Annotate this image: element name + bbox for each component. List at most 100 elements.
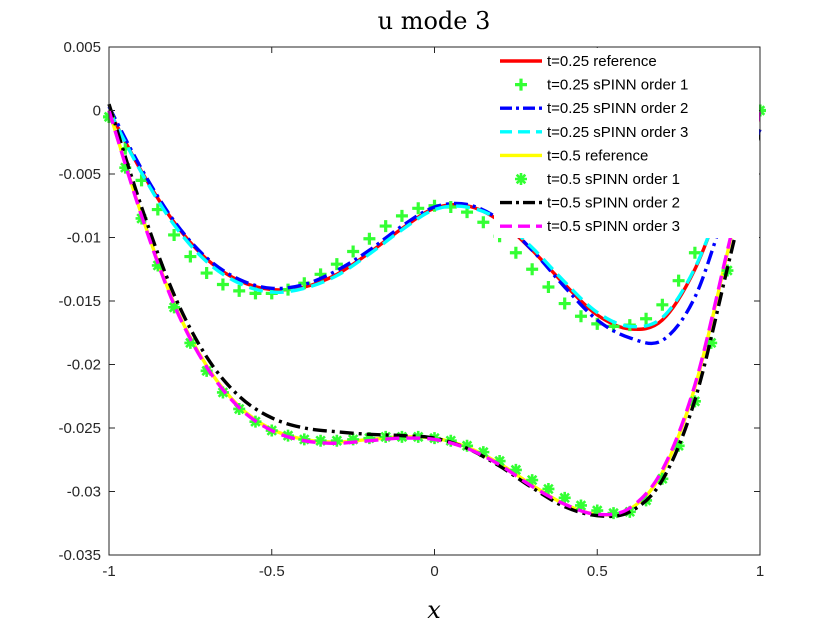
chart-title: u mode 3	[378, 7, 491, 35]
legend-label-2: t=0.25 sPINN order 1	[547, 77, 688, 94]
series-6-point-14-shape	[314, 434, 327, 447]
series-4	[107, 109, 762, 329]
series-2-point-37-shape	[688, 246, 701, 259]
legend-label-1: t=0.25 reference	[547, 53, 657, 70]
y-tick-label-9: -0.035	[58, 547, 101, 564]
series-6-point-4	[151, 259, 164, 272]
series-6-point-18	[379, 430, 392, 443]
legend-entry-4: t=0.25 sPINN order 3	[500, 124, 688, 141]
series-6-point-30-shape	[574, 499, 587, 512]
series-6-point-2-shape	[119, 161, 132, 174]
series-6-point-38	[705, 336, 718, 349]
series-2-point-34	[640, 312, 653, 325]
series-2-point-17-shape	[363, 232, 376, 245]
series-2-point-29-shape	[558, 297, 571, 310]
y-tick-label-8: -0.03	[67, 484, 101, 501]
series-6-point-26	[509, 463, 522, 476]
legend-entry-3: t=0.25 sPINN order 2	[500, 100, 688, 117]
series-2-point-7	[200, 267, 213, 280]
series-6-point-18-shape	[379, 430, 392, 443]
series-6-point-28-shape	[542, 482, 555, 495]
legend-entry-5: t=0.5 reference	[500, 147, 648, 164]
series-6-point-32-shape	[607, 507, 620, 520]
series-2-point-3	[135, 174, 148, 187]
series-6-point-27	[526, 474, 539, 487]
legend-marker-6-shape	[515, 173, 527, 185]
series-2-point-6-shape	[184, 250, 197, 263]
series-2-point-5-shape	[168, 228, 181, 241]
series-6-point-17-shape	[363, 432, 376, 445]
series-6-point-14	[314, 434, 327, 447]
legend-entry-7: t=0.5 sPINN order 2	[500, 195, 680, 212]
series-6-point-24	[477, 446, 490, 459]
series-line-4	[107, 109, 762, 329]
series-6-point-32	[607, 507, 620, 520]
series-2-point-6	[184, 250, 197, 263]
legend-label-6: t=0.5 sPINN order 1	[547, 171, 680, 188]
series-6-point-29-shape	[558, 491, 571, 504]
series-6-point-23-shape	[461, 439, 474, 452]
series-2-point-7-shape	[200, 267, 213, 280]
series-6-point-5	[168, 301, 181, 314]
y-tick-label-2: 0	[93, 103, 101, 120]
legend-label-7: t=0.5 sPINN order 2	[547, 195, 680, 212]
x-tick-label-1: -1	[102, 563, 115, 580]
series-2-point-3-shape	[135, 174, 148, 187]
legend-background	[494, 48, 759, 238]
legend-entry-8: t=0.5 sPINN order 3	[500, 218, 680, 235]
series-2-point-18	[379, 220, 392, 233]
series-6-point-15-shape	[330, 434, 343, 447]
legend-marker-2-shape	[515, 78, 527, 91]
series-2-point-19-shape	[395, 209, 408, 222]
series-6-point-26-shape	[509, 463, 522, 476]
series-2-point-27	[526, 263, 539, 276]
legend-label-3: t=0.25 sPINN order 2	[547, 100, 688, 117]
series-6-point-16-shape	[347, 433, 360, 446]
series-6-point-16	[347, 433, 360, 446]
series-line-8	[107, 109, 762, 517]
series-2-point-15	[330, 258, 343, 271]
series-6-point-25-shape	[493, 455, 506, 468]
series-6-point-25	[493, 455, 506, 468]
legend-entry-2: t=0.25 sPINN order 1	[515, 77, 688, 94]
ticks-layer: -1 -0.5 0 0.5 1 0.005 0 -0.005 -0.01 -0.015 -0.02 -…	[58, 39, 764, 580]
legend-entry-1: t=0.25 reference	[500, 53, 657, 70]
legend-entry-6: t=0.5 sPINN order 1	[515, 171, 680, 188]
x-axis-label: x	[427, 596, 441, 624]
series-6-point-15	[330, 434, 343, 447]
x-tick-label-3: 0	[430, 563, 438, 580]
legend-label-4: t=0.25 sPINN order 3	[547, 124, 688, 141]
series-6-point-38-shape	[705, 336, 718, 349]
y-tick-label-1: 0.005	[63, 39, 101, 56]
series-6-point-6-shape	[184, 336, 197, 349]
legend-marker-2	[515, 78, 527, 91]
series-2-point-20-shape	[412, 202, 425, 215]
series-2-point-36	[672, 274, 685, 287]
x-tick-label-5: 1	[756, 563, 764, 580]
series-6-point-6	[184, 336, 197, 349]
series-2-point-19	[395, 209, 408, 222]
series-7	[107, 103, 762, 519]
series-6-point-30	[574, 499, 587, 512]
series-2-point-20	[412, 202, 425, 215]
series-2-point-36-shape	[672, 274, 685, 287]
series-2-point-35-shape	[656, 298, 669, 311]
series-2-point-17	[363, 232, 376, 245]
series-6-point-36	[672, 439, 685, 452]
legend-label-8: t=0.5 sPINN order 3	[547, 218, 680, 235]
series-6-point-31-shape	[591, 504, 604, 517]
series-2-point-27-shape	[526, 263, 539, 276]
y-tick-label-3: -0.005	[58, 166, 101, 183]
series-2-point-8-shape	[216, 278, 229, 291]
series-2-point-8	[216, 278, 229, 291]
series-2-point-16	[347, 245, 360, 258]
series-2-point-34-shape	[640, 312, 653, 325]
x-tick-label-4: 0.5	[587, 563, 608, 580]
series-6-point-24-shape	[477, 446, 490, 459]
series-6-point-36-shape	[672, 439, 685, 452]
series-2-point-9	[233, 284, 246, 297]
series-6-point-7	[200, 364, 213, 377]
series-6-point-27-shape	[526, 474, 539, 487]
series-2-point-28	[542, 281, 555, 294]
